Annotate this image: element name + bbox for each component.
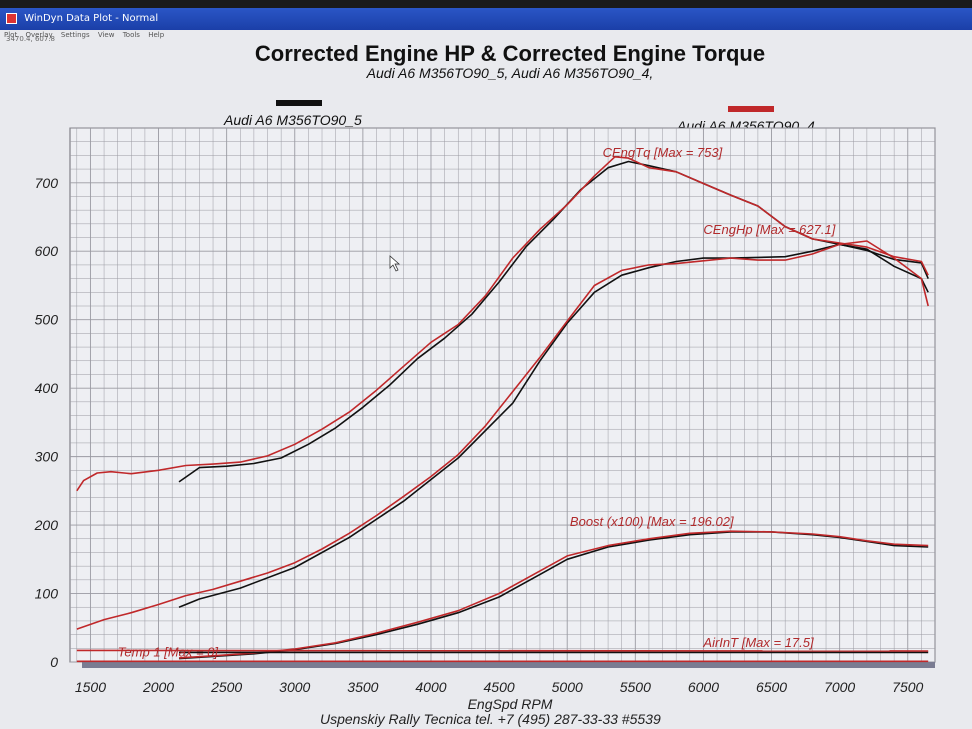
series-line (76, 240, 929, 630)
menu-item-view[interactable]: View (97, 31, 115, 39)
y-tick-label: 600 (35, 243, 59, 259)
y-tick-label: 500 (35, 312, 59, 328)
x-tick-label: 6500 (756, 679, 787, 695)
y-tick-label: 0 (50, 654, 58, 670)
legend-swatch-black (276, 100, 322, 106)
x-tick-label: 1500 (75, 679, 106, 695)
y-tick-label: 200 (34, 517, 59, 533)
menu-item-help[interactable]: Help (148, 31, 165, 39)
legend-swatch-red (728, 106, 774, 112)
annotation-label: CEngTq [Max = 753] (603, 145, 723, 160)
x-tick-label: 4500 (484, 679, 515, 695)
app-icon (6, 12, 17, 24)
title-bar[interactable]: WinDyn Data Plot - Normal (0, 8, 972, 30)
y-tick-label: 100 (35, 586, 59, 602)
cursor-coordinates: 3470.4, 607.8 (6, 35, 55, 43)
footer-text: Uspenskiy Rally Tecnica tel. +7 (495) 28… (320, 711, 661, 727)
annotation-label: Temp 1 [Max = 0] (118, 645, 219, 660)
x-tick-label: 2500 (210, 679, 242, 695)
series-line (178, 243, 929, 608)
menu-item-tools[interactable]: Tools (122, 31, 140, 39)
chart-subtitle: Audi A6 M356TO90_5, Audi A6 M356TO90_4, (366, 65, 654, 81)
y-tick-label: 700 (35, 175, 59, 191)
series-line (76, 156, 929, 492)
annotation-label: CEngHp [Max = 627.1] (703, 222, 835, 237)
x-tick-label: 6000 (688, 679, 719, 695)
x-tick-label: 5000 (552, 679, 583, 695)
x-tick-label: 3000 (279, 679, 310, 695)
series-line (76, 649, 929, 652)
x-axis-label: EngSpd RPM (468, 696, 553, 712)
menu-bar: Plot Overlay Settings View Tools Help (0, 30, 972, 41)
menu-item-settings[interactable]: Settings (60, 31, 90, 39)
annotation-label: Boost (x100) [Max = 196.02] (570, 514, 734, 529)
x-tick-label: 4000 (415, 679, 446, 695)
y-tick-label: 400 (35, 380, 59, 396)
x-axis-bar (82, 662, 935, 668)
menu-item-overlay[interactable]: Overlay (25, 31, 53, 39)
x-tick-label: 2000 (142, 679, 174, 695)
plot-area (69, 127, 936, 663)
menu-item-plot[interactable]: Plot (4, 31, 18, 39)
mouse-cursor-icon (389, 255, 401, 272)
x-tick-label: 7000 (824, 679, 855, 695)
x-tick-label: 7500 (892, 679, 923, 695)
x-tick-label: 3500 (347, 679, 378, 695)
y-tick-label: 300 (35, 449, 59, 465)
legend-label-black: Audi A6 M356TO90_5 (224, 112, 362, 128)
annotation-label: AirInT [Max = 17.5] (702, 635, 814, 650)
window-title: WinDyn Data Plot - Normal (24, 13, 159, 24)
x-tick-label: 5500 (620, 679, 651, 695)
series-line (178, 530, 929, 659)
chart-title: Corrected Engine HP & Corrected Engine T… (254, 41, 766, 66)
